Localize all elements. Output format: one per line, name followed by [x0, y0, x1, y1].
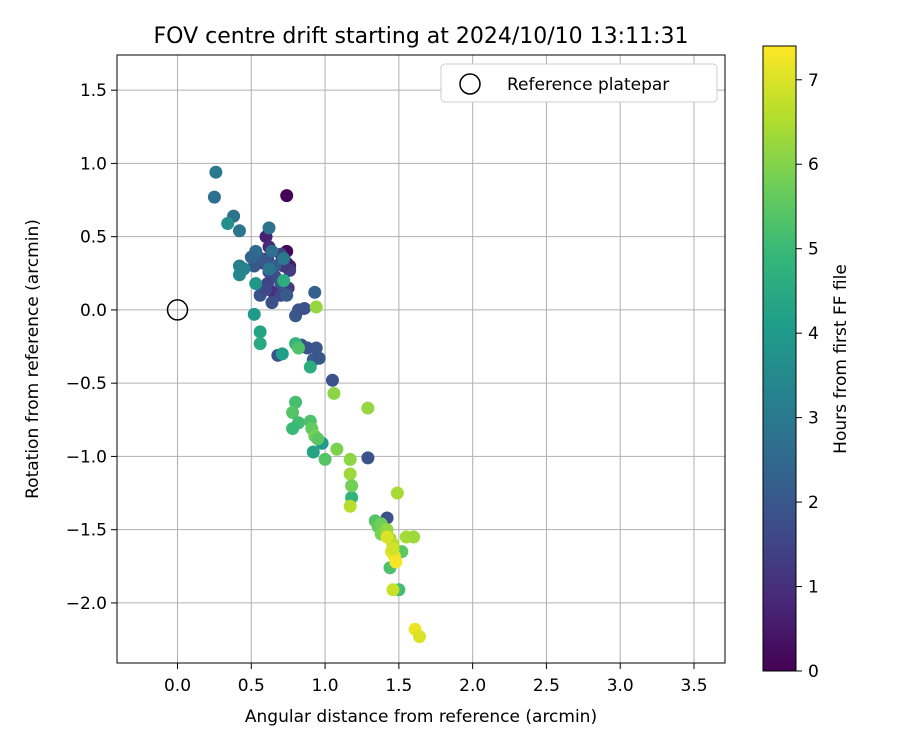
x-tick-label: 0.0 — [164, 676, 191, 696]
data-point — [343, 467, 357, 481]
legend-marker-icon — [459, 73, 481, 95]
x-tick-label: 2.0 — [459, 676, 486, 696]
colorbar-tick-label: 3 — [808, 409, 819, 429]
y-tick-label: −1.5 — [66, 521, 107, 541]
legend-label: Reference platepar — [507, 75, 669, 95]
data-point — [259, 282, 273, 296]
y-tick-label: 1.5 — [80, 81, 107, 101]
data-point — [318, 452, 332, 466]
colorbar-tick-label: 5 — [808, 240, 819, 260]
colorbar-tick-label: 2 — [808, 493, 819, 513]
x-tick-label: 1.5 — [385, 676, 412, 696]
data-point — [275, 347, 289, 361]
grid-lines — [117, 55, 725, 663]
data-point — [289, 395, 303, 409]
data-point — [289, 309, 303, 323]
data-point — [407, 530, 421, 544]
colorbar: 0 1 2 3 4 5 6 7 Hours from first FF file — [762, 45, 851, 682]
data-point — [343, 499, 357, 513]
data-point — [309, 341, 323, 355]
data-point — [207, 190, 221, 204]
data-point — [277, 252, 291, 266]
data-point — [306, 445, 320, 459]
data-point — [311, 432, 325, 446]
data-point — [232, 224, 246, 238]
legend-box — [440, 63, 718, 103]
x-axis-ticks: 0.0 0.5 1.0 1.5 2.0 2.5 3.0 3.5 — [164, 663, 708, 696]
y-tick-label: −2.0 — [66, 594, 107, 614]
data-point — [280, 189, 294, 203]
data-point — [345, 479, 359, 493]
data-point — [262, 221, 276, 235]
data-point — [221, 216, 235, 230]
data-point — [232, 268, 246, 282]
x-tick-label: 0.5 — [238, 676, 265, 696]
y-tick-label: −0.5 — [66, 374, 107, 394]
data-point — [325, 373, 339, 387]
data-point — [262, 262, 276, 276]
data-point — [389, 555, 403, 569]
x-axis-label: Angular distance from reference (arcmin) — [245, 707, 597, 727]
data-point — [308, 285, 322, 299]
data-point — [247, 307, 261, 321]
data-point — [361, 451, 375, 465]
data-point — [292, 341, 306, 355]
data-point — [380, 530, 394, 544]
data-point — [390, 486, 404, 500]
legend: Reference platepar — [440, 63, 718, 103]
x-tick-label: 2.5 — [533, 676, 560, 696]
data-point — [286, 405, 300, 419]
colorbar-tick-label: 6 — [808, 155, 819, 175]
data-point — [265, 244, 279, 258]
data-point — [280, 288, 294, 302]
data-point — [386, 542, 400, 556]
data-points — [207, 165, 427, 644]
y-tick-label: 0.0 — [80, 301, 107, 321]
data-point — [249, 277, 263, 291]
data-point — [330, 442, 344, 456]
colorbar-gradient — [762, 45, 797, 672]
chart-title: FOV centre drift starting at 2024/10/10 … — [154, 24, 689, 49]
colorbar-tick-label: 7 — [808, 71, 819, 91]
colorbar-tick-label: 0 — [808, 662, 819, 682]
y-tick-label: 0.5 — [80, 228, 107, 248]
data-point — [303, 360, 317, 374]
colorbar-ticks: 0 1 2 3 4 5 6 7 — [796, 71, 819, 682]
x-tick-label: 3.0 — [607, 676, 634, 696]
data-point — [277, 274, 291, 288]
data-point — [253, 325, 267, 339]
colorbar-label: Hours from first FF file — [831, 264, 851, 454]
colorbar-tick-label: 1 — [808, 578, 819, 598]
y-tick-label: 1.0 — [80, 154, 107, 174]
data-point — [343, 452, 357, 466]
data-point — [297, 301, 311, 315]
data-point — [244, 250, 258, 264]
data-point — [327, 386, 341, 400]
data-point — [312, 351, 326, 365]
y-axis-ticks: 1.5 1.0 0.5 0.0 −0.5 −1.0 −1.5 −2.0 — [66, 81, 117, 614]
data-point — [361, 401, 375, 415]
x-tick-label: 3.5 — [680, 676, 707, 696]
data-point — [265, 296, 279, 310]
data-point — [286, 422, 300, 436]
data-point — [309, 300, 323, 314]
colorbar-tick-label: 4 — [808, 324, 819, 344]
data-point — [253, 337, 267, 351]
data-point — [413, 630, 427, 644]
y-tick-label: −1.0 — [66, 447, 107, 467]
y-axis-label: Rotation from reference (arcmin) — [23, 219, 43, 499]
reference-point — [166, 299, 189, 321]
data-point — [209, 165, 223, 179]
data-point — [386, 583, 400, 597]
plot-frame — [116, 54, 726, 664]
x-tick-label: 1.0 — [312, 676, 339, 696]
